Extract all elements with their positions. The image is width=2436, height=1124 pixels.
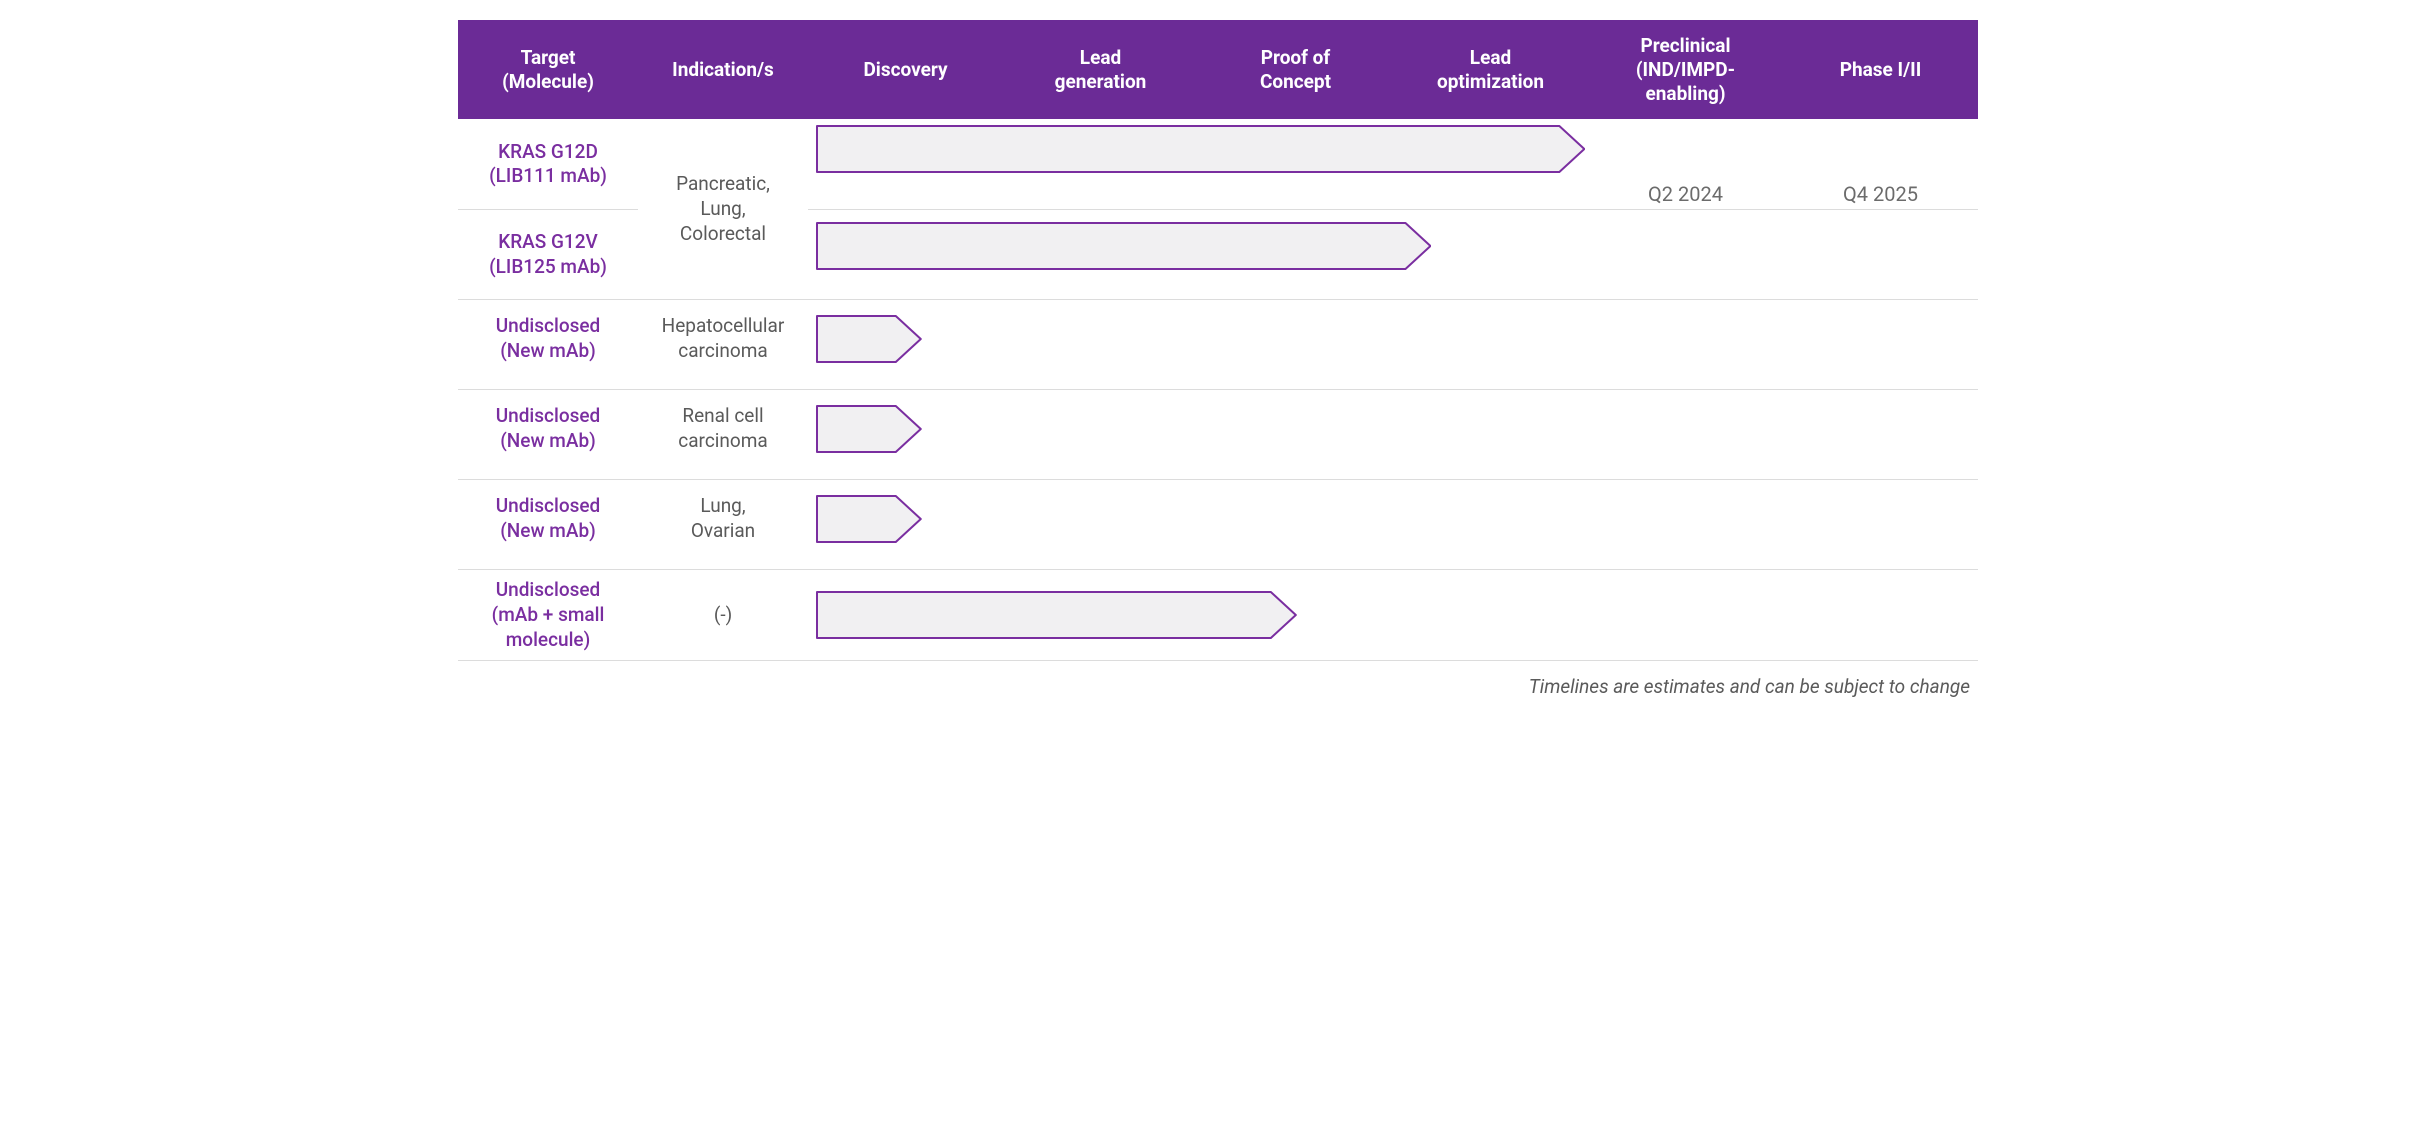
header-preclin: Preclinical(IND/IMPD-enabling)	[1588, 20, 1783, 119]
progress-bar-area	[808, 492, 1978, 546]
target-cell: Undisclosed(New mAb)	[458, 306, 638, 371]
indication-cell: Hepatocellularcarcinoma	[638, 306, 808, 371]
header-discovery: Discovery	[808, 44, 1003, 96]
progress-arrow	[816, 405, 922, 453]
table-body: KRAS G12D(LIB111 mAb) KRAS G12V(LIB125 m…	[458, 119, 1978, 661]
group-right: Q2 2024 Q4 2025	[808, 119, 1978, 299]
progress-bar-area	[808, 122, 1978, 176]
table-row: Undisclosed(New mAb)Hepatocellularcarcin…	[458, 300, 1978, 390]
table-row: Q2 2024 Q4 2025	[808, 119, 1978, 209]
progress-arrow	[816, 591, 1297, 639]
pipeline-table: Target(Molecule) Indication/s Discovery …	[458, 20, 1978, 661]
footnote: Timelines are estimates and can be subje…	[458, 661, 1978, 698]
progress-arrow	[816, 495, 922, 543]
progress-bar-area	[808, 219, 1978, 273]
target-cell: Undisclosed(New mAb)	[458, 486, 638, 551]
preclinical-cell: Q2 2024	[1588, 182, 1783, 206]
progress-arrow	[816, 125, 1585, 173]
target-cell: KRAS G12V(LIB125 mAb)	[458, 209, 638, 299]
progress-bar-area	[808, 312, 1978, 366]
header-phase: Phase I/II	[1783, 44, 1978, 96]
header-indication: Indication/s	[638, 44, 808, 96]
header-leadopt: Leadoptimization	[1393, 32, 1588, 108]
table-row: Undisclosed(mAb + smallmolecule)(-)	[458, 570, 1978, 661]
progress-arrow	[816, 315, 922, 363]
progress-arrow	[816, 222, 1431, 270]
indication-cell: Pancreatic,Lung,Colorectal	[638, 119, 808, 299]
header-leadgen: Leadgeneration	[1003, 32, 1198, 108]
header-target: Target(Molecule)	[458, 32, 638, 108]
phase-cell: Q4 2025	[1783, 182, 1978, 206]
header-poc: Proof ofConcept	[1198, 32, 1393, 108]
progress-bar-area	[808, 402, 1978, 456]
indication-cell: (-)	[638, 595, 808, 636]
indication-cell: Renal cellcarcinoma	[638, 396, 808, 461]
table-row: Undisclosed(New mAb)Renal cellcarcinoma	[458, 390, 1978, 480]
indication-cell: Lung,Ovarian	[638, 486, 808, 551]
target-cell: Undisclosed(mAb + smallmolecule)	[458, 570, 638, 660]
table-row	[808, 209, 1978, 299]
group-targets: KRAS G12D(LIB111 mAb) KRAS G12V(LIB125 m…	[458, 119, 638, 299]
row-group-kras: KRAS G12D(LIB111 mAb) KRAS G12V(LIB125 m…	[458, 119, 1978, 300]
table-row: Undisclosed(New mAb)Lung,Ovarian	[458, 480, 1978, 570]
table-header-row: Target(Molecule) Indication/s Discovery …	[458, 20, 1978, 119]
progress-bar-area	[808, 588, 1978, 642]
target-cell: Undisclosed(New mAb)	[458, 396, 638, 461]
target-cell: KRAS G12D(LIB111 mAb)	[458, 119, 638, 209]
